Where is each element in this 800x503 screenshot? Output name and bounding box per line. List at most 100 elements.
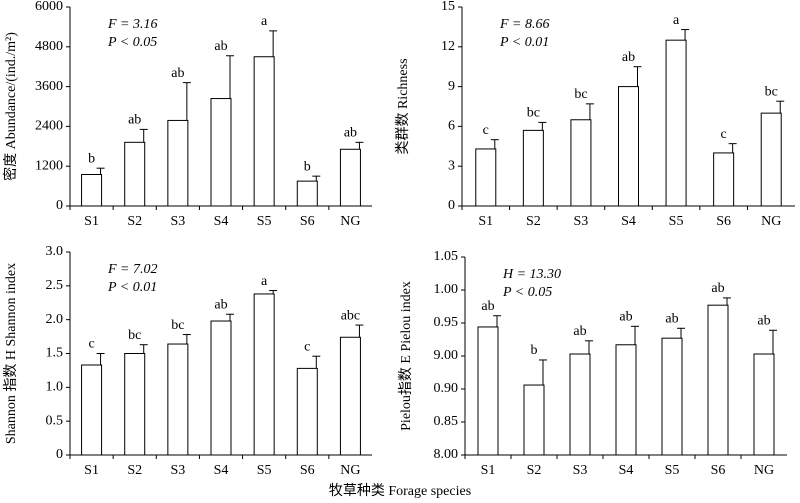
bar (253, 56, 275, 207)
y-tick-label: 6000 (35, 0, 63, 14)
x-tick-label: S1 (84, 214, 99, 229)
significance-letter: a (673, 13, 680, 28)
y-tick-label: 3.0 (46, 244, 64, 259)
significance-letter: ab (128, 113, 141, 128)
y-tick-label: 0 (448, 198, 455, 213)
significance-letter: c (483, 123, 489, 138)
bar (124, 353, 146, 456)
significance-letter: ab (481, 299, 494, 314)
y-axis-label: Shannon 指数 H Shannon index (3, 263, 19, 444)
p-text: P < 0.05 (107, 35, 157, 50)
x-tick-label: S3 (170, 214, 185, 229)
bar (477, 326, 499, 456)
stat-text: F = 3.16 (107, 17, 158, 32)
panel: 0 1200 2400 3600 4800 6000 密度 Abundance/(ind./… (2, 0, 372, 229)
y-tick-label: 1200 (35, 158, 63, 173)
x-tick-label: S6 (711, 463, 726, 478)
bar (296, 367, 318, 456)
p-text: P < 0.01 (499, 35, 549, 50)
y-tick-label: 1.0 (46, 380, 64, 395)
significance-letter: ab (214, 39, 227, 54)
significance-letter: ab (619, 310, 632, 325)
significance-letter: ab (214, 297, 227, 312)
significance-letter: ab (711, 281, 724, 296)
y-tick-label: 2.5 (46, 278, 64, 293)
bar (81, 173, 103, 207)
bar (339, 148, 361, 207)
stat-text: F = 8.66 (499, 17, 550, 32)
significance-letter: bc (128, 328, 141, 343)
x-tick-label: S4 (214, 463, 229, 478)
y-tick-label: 0 (56, 447, 63, 462)
x-tick-label: S5 (669, 214, 684, 229)
y-tick-label: 2.0 (46, 312, 64, 327)
bar (661, 337, 683, 456)
significance-letter: ab (344, 126, 357, 141)
bar (570, 119, 592, 207)
y-tick-label: 0.95 (434, 315, 459, 330)
significance-letter: a (261, 14, 268, 29)
bar (124, 141, 146, 207)
x-tick-label: S6 (300, 463, 315, 478)
y-tick-label: 15 (441, 0, 455, 14)
y-tick-label: 6 (448, 119, 455, 134)
significance-letter: a (261, 274, 268, 289)
bar (523, 384, 545, 456)
x-tick-label: S3 (574, 214, 589, 229)
bar (615, 344, 637, 456)
bar (167, 119, 189, 207)
bar (713, 152, 735, 207)
bar (339, 336, 361, 456)
x-tick-label: S6 (716, 214, 731, 229)
y-tick-label: 1.5 (46, 346, 64, 361)
bar (81, 364, 103, 456)
p-text: P < 0.05 (502, 285, 552, 300)
x-tick-label: NG (754, 463, 774, 478)
bar (665, 39, 687, 207)
x-tick-label: S5 (257, 463, 272, 478)
bar (475, 148, 497, 207)
x-tick-label: S1 (84, 463, 99, 478)
significance-letter: bc (765, 84, 778, 99)
significance-letter: ab (665, 311, 678, 326)
bar (167, 343, 189, 456)
x-tick-label: S1 (481, 463, 496, 478)
y-tick-label: 0.85 (434, 414, 459, 429)
bar (760, 112, 782, 207)
x-tick-label: S2 (527, 463, 542, 478)
bar (753, 353, 775, 456)
bar (618, 86, 639, 207)
x-axis-label: 牧草种类 Forage species (329, 483, 471, 499)
bar (253, 293, 275, 456)
x-tick-label: S4 (621, 214, 636, 229)
stat-text: F = 7.02 (107, 262, 158, 277)
panel: 0 3 6 9 12 15 类群数 Richness F = 8.66 P < 0.01 S1 c S… (395, 0, 795, 229)
bar (210, 320, 232, 456)
y-tick-label: 3 (448, 158, 455, 173)
significance-letter: abc (341, 308, 360, 323)
x-tick-label: NG (340, 214, 360, 229)
significance-letter: b (531, 343, 538, 358)
y-tick-label: 0.90 (434, 381, 459, 396)
stat-text: H = 13.30 (502, 267, 561, 282)
significance-letter: ab (757, 313, 770, 328)
panel: 8.00 0.85 0.90 9.00 0.95 1.00 1.05 Pielou指数 E P… (398, 249, 787, 478)
significance-letter: bc (171, 318, 184, 333)
y-tick-label: 4800 (35, 39, 63, 54)
x-tick-label: NG (761, 214, 781, 229)
x-tick-label: S3 (573, 463, 588, 478)
bar (522, 129, 544, 207)
x-tick-label: S1 (478, 214, 493, 229)
significance-letter: b (88, 151, 95, 166)
y-axis-label: Pielou指数 E Pielou index (398, 281, 414, 431)
x-tick-label: S3 (170, 463, 185, 478)
significance-letter: bc (527, 106, 540, 121)
significance-letter: ab (622, 50, 635, 65)
bar (210, 98, 232, 207)
significance-letter: c (721, 127, 727, 142)
significance-letter: c (304, 339, 310, 354)
y-tick-label: 8.00 (434, 447, 459, 462)
y-axis-label: 类群数 Richness (395, 58, 411, 154)
